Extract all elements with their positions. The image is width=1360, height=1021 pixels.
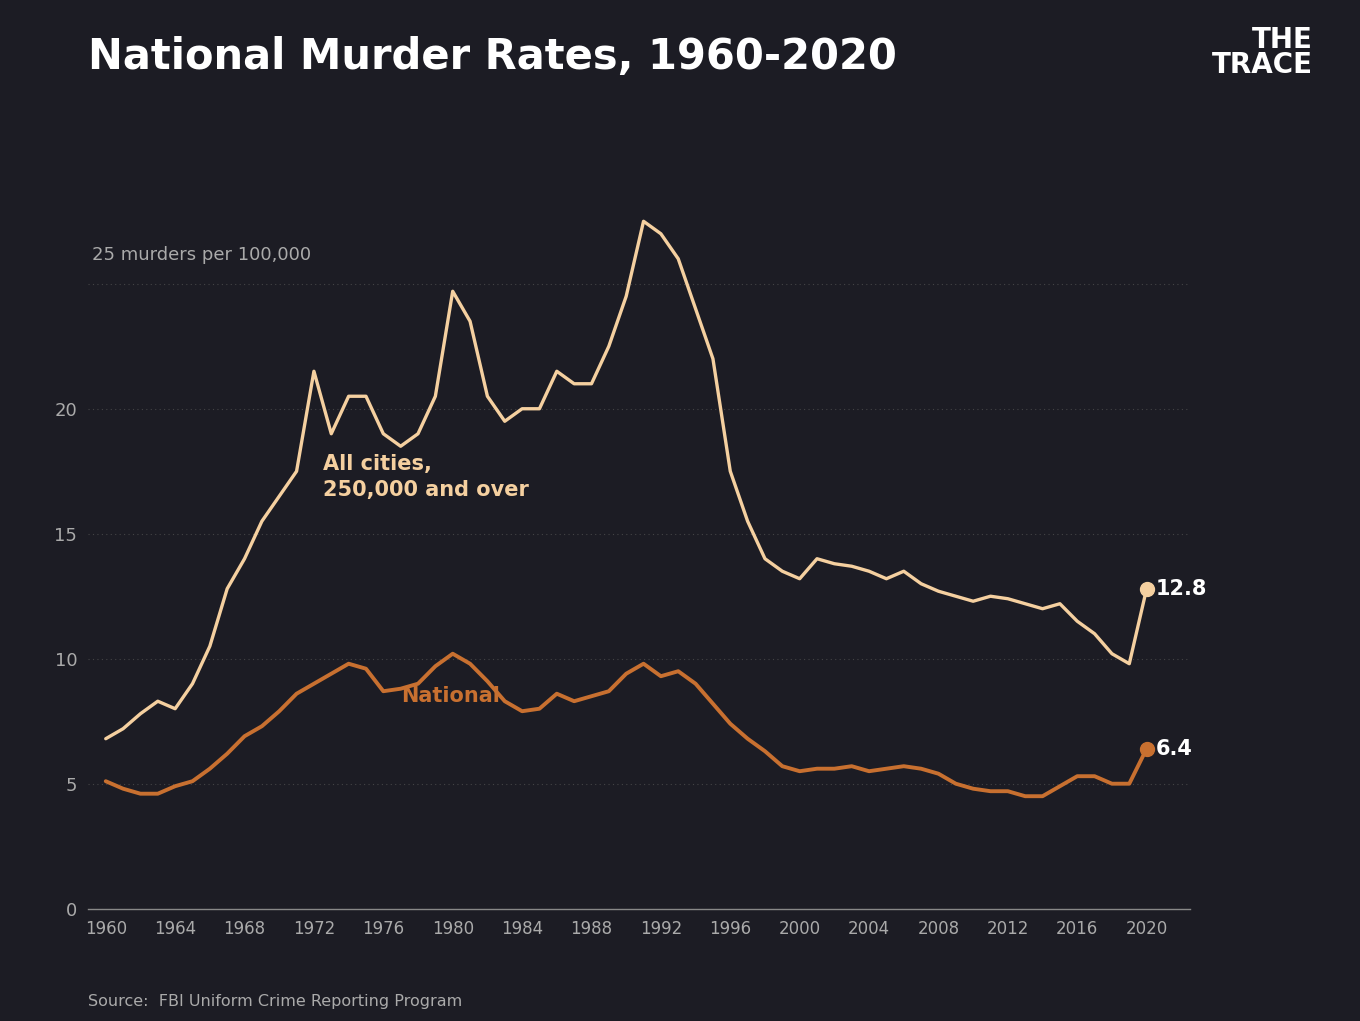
Text: All cities,
250,000 and over: All cities, 250,000 and over (322, 453, 529, 500)
Text: Source:  FBI Uniform Crime Reporting Program: Source: FBI Uniform Crime Reporting Prog… (88, 993, 462, 1009)
Point (1136, 581, 1157, 597)
Text: 25 murders per 100,000: 25 murders per 100,000 (92, 246, 311, 263)
Text: 6.4: 6.4 (1155, 739, 1193, 759)
Text: National Murder Rates, 1960-2020: National Murder Rates, 1960-2020 (88, 36, 898, 78)
Text: 12.8: 12.8 (1155, 579, 1206, 598)
Text: THE
TRACE: THE TRACE (1212, 26, 1312, 80)
Text: National: National (401, 686, 499, 707)
Point (1136, 740, 1157, 757)
